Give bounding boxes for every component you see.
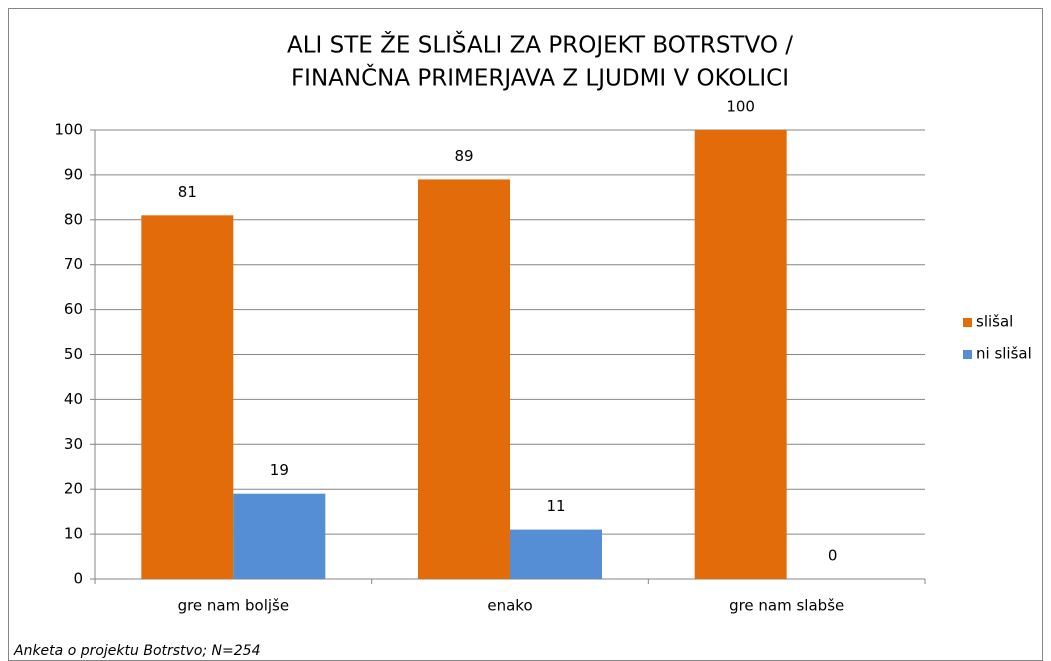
y-tick-label: 0 bbox=[73, 570, 83, 588]
x-tick-label: gre nam slabše bbox=[729, 597, 844, 615]
chart-title: ALI STE ŽE SLIŠALI ZA PROJEKT BOTRSTVO / bbox=[287, 31, 793, 59]
bar bbox=[141, 215, 234, 579]
legend-label: slišal bbox=[976, 313, 1013, 331]
data-label: 89 bbox=[454, 147, 473, 165]
y-tick-label: 90 bbox=[64, 165, 83, 183]
data-label: 100 bbox=[726, 98, 755, 116]
x-tick-label: gre nam boljše bbox=[178, 597, 290, 615]
data-label: 81 bbox=[178, 183, 197, 201]
data-label: 11 bbox=[546, 497, 565, 515]
y-tick-label: 80 bbox=[64, 210, 83, 228]
bar bbox=[694, 130, 787, 579]
legend-label: ni slišal bbox=[976, 345, 1032, 363]
y-tick-label: 10 bbox=[64, 525, 83, 543]
footnote: Anketa o projektu Botrstvo; N=254 bbox=[13, 643, 260, 659]
y-tick-label: 40 bbox=[64, 390, 83, 408]
x-tick-label: enako bbox=[487, 597, 532, 615]
y-tick-label: 50 bbox=[64, 345, 83, 363]
legend-swatch bbox=[963, 318, 972, 327]
bar bbox=[510, 529, 602, 579]
chart-title: FINANČNA PRIMERJAVA Z LJUDMI V OKOLICI bbox=[291, 64, 789, 92]
y-tick-label: 30 bbox=[64, 435, 83, 453]
data-label: 19 bbox=[270, 461, 289, 479]
bar bbox=[233, 493, 326, 579]
y-tick-label: 100 bbox=[54, 121, 83, 139]
y-tick-label: 60 bbox=[64, 300, 83, 318]
bar bbox=[418, 179, 510, 579]
y-tick-label: 20 bbox=[64, 480, 83, 498]
legend-swatch bbox=[963, 350, 972, 359]
y-tick-label: 70 bbox=[64, 255, 83, 273]
data-label: 0 bbox=[828, 547, 838, 565]
